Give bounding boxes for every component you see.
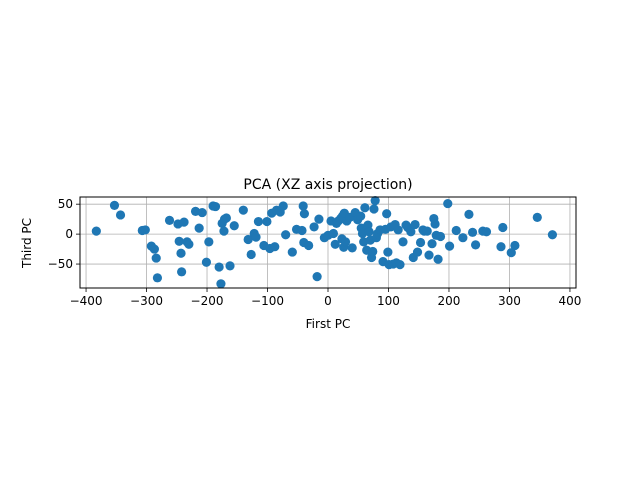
x-tick-label: 200 (438, 294, 461, 308)
data-point (174, 236, 184, 246)
x-tick-label: −100 (251, 294, 284, 308)
data-point (443, 198, 453, 209)
data-point (328, 228, 339, 239)
x-tick-label: −200 (191, 294, 224, 308)
data-point (216, 279, 226, 289)
data-point (470, 240, 481, 250)
data-point (330, 239, 340, 249)
data-point (368, 246, 378, 257)
data-point (464, 209, 474, 219)
data-point (164, 215, 175, 225)
data-point (184, 239, 194, 249)
data-point (347, 243, 357, 253)
data-point (221, 213, 231, 223)
data-point (151, 253, 161, 263)
data-point (176, 248, 186, 258)
x-tick-label: 0 (324, 294, 332, 308)
data-point (510, 240, 520, 251)
data-point (481, 227, 492, 237)
y-tick-label: −50 (48, 257, 73, 271)
data-point (427, 239, 437, 249)
data-point (278, 201, 288, 211)
data-point (194, 223, 204, 233)
data-point (314, 214, 324, 224)
data-point (498, 222, 508, 233)
data-point (406, 227, 416, 237)
chart-title: PCA (XZ axis projection) (243, 177, 412, 193)
data-point (435, 231, 446, 242)
data-point (422, 226, 432, 236)
data-point (253, 216, 264, 227)
data-point (270, 242, 280, 252)
data-point (356, 211, 366, 221)
data-point (395, 260, 405, 270)
data-point (298, 201, 308, 211)
y-axis-label: Third PC (20, 218, 34, 269)
data-point (91, 226, 101, 236)
data-point (299, 209, 310, 219)
points-layer (91, 195, 558, 289)
x-tick-label: −400 (70, 294, 103, 308)
data-point (410, 219, 420, 230)
data-point (430, 219, 440, 229)
data-point (152, 273, 163, 283)
data-point (496, 242, 506, 252)
data-point (229, 221, 239, 231)
data-point (340, 237, 351, 247)
data-point (177, 267, 187, 277)
data-point (547, 230, 558, 240)
data-point (444, 241, 455, 251)
ticks-layer: −400 −300 −200 −100 0 100 200 300 400 −50 0 50 (48, 197, 582, 308)
data-point (115, 210, 126, 220)
data-point (412, 247, 423, 257)
x-tick-label: 300 (498, 294, 521, 308)
data-point (204, 237, 214, 247)
data-point (393, 225, 403, 235)
data-point (433, 254, 443, 264)
data-point (201, 257, 212, 267)
data-point (304, 240, 314, 251)
data-point (424, 250, 434, 260)
data-point (246, 249, 256, 260)
x-tick-label: 400 (558, 294, 581, 308)
data-point (109, 200, 120, 210)
data-point (140, 225, 150, 235)
data-point (297, 225, 307, 236)
data-point (370, 195, 380, 206)
x-axis-label: First PC (306, 317, 351, 331)
data-point (251, 232, 261, 242)
data-point (382, 209, 392, 219)
data-point (532, 212, 542, 222)
y-tick-label: 0 (65, 227, 73, 241)
data-point (243, 234, 253, 245)
data-point (415, 237, 426, 248)
data-point (262, 216, 272, 227)
data-point (214, 262, 224, 272)
y-tick-label: 50 (58, 197, 73, 211)
data-point (149, 244, 159, 254)
data-point (451, 225, 461, 236)
data-point (179, 217, 189, 227)
data-point (458, 233, 468, 243)
x-tick-label: −300 (130, 294, 163, 308)
data-point (197, 207, 207, 218)
data-point (238, 205, 248, 215)
data-point (219, 226, 229, 236)
data-point (383, 247, 393, 257)
data-point (360, 203, 370, 213)
data-point (312, 272, 322, 282)
data-point (369, 204, 379, 214)
data-point (210, 201, 221, 212)
data-point (287, 247, 297, 257)
data-point (225, 261, 235, 271)
data-point (309, 222, 319, 232)
x-tick-label: 100 (377, 294, 400, 308)
data-point (467, 227, 478, 237)
data-point (364, 227, 374, 237)
data-point (398, 237, 408, 247)
data-point (506, 248, 516, 258)
data-point (281, 230, 291, 240)
